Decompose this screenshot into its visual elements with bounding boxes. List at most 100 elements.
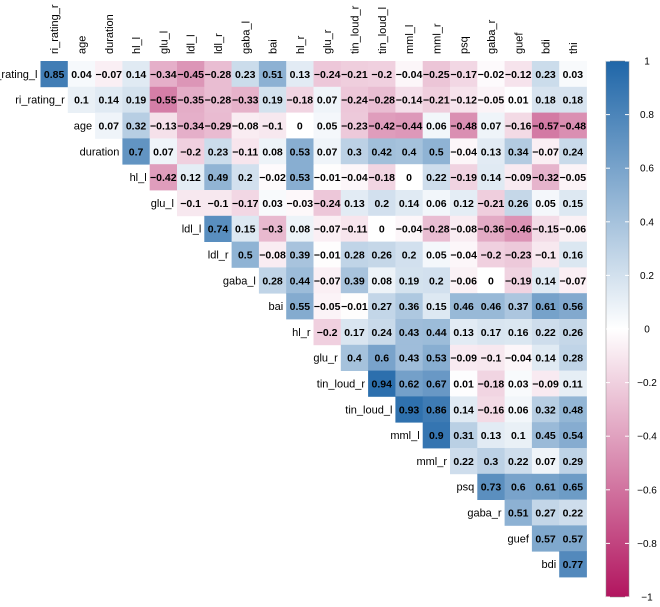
cell-value-gaba_l-tin_loud_l: 0.08 bbox=[372, 275, 393, 287]
cell-hl_l-bai bbox=[258, 164, 287, 191]
cell-value-glu_l-ldl_l: −0.1 bbox=[180, 198, 201, 210]
cell-tin_loud_l-mml_l bbox=[395, 396, 424, 423]
col-label-gaba_l: gaba_l bbox=[240, 21, 252, 54]
cell-duration-bai bbox=[258, 138, 287, 165]
cell-value-gaba_l-hl_r: 0.44 bbox=[290, 275, 311, 287]
legend-ticks: 1 0.8 0.6 0.4 0.2 0 −0.2 −0.4 −0.6 −0.8 −1 bbox=[606, 57, 657, 604]
cell-tin_loud_l-gaba_r bbox=[477, 396, 505, 423]
col-label-mml_l: mml_l bbox=[404, 25, 416, 54]
cell-value-hl_r-thi: 0.26 bbox=[563, 327, 584, 339]
cell-gaba_l-guef bbox=[504, 267, 533, 294]
cell-value-ri_rating_r-ldl_r: −0.28 bbox=[205, 95, 232, 107]
cell-value-tin_loud_r-gaba_r: −0.18 bbox=[478, 379, 505, 391]
col-label-ldl_l: ldl_l bbox=[186, 34, 198, 54]
cell-value-tin_loud_r-thi: 0.11 bbox=[563, 379, 583, 391]
cell-age-duration bbox=[95, 112, 123, 139]
cell-value-ldl_l-glu_r: −0.07 bbox=[314, 224, 341, 236]
cell-bai-tin_loud_l bbox=[368, 293, 396, 320]
cell-value-ri_rating_r-thi: 0.18 bbox=[563, 95, 584, 107]
cell-value-ldl_r-guef: −0.23 bbox=[505, 250, 532, 262]
cell-value-bai-tin_loud_l: 0.27 bbox=[372, 301, 393, 313]
color-legend: 1 0.8 0.6 0.4 0.2 0 −0.2 −0.4 −0.6 −0.8 −1 bbox=[605, 57, 657, 604]
heatmap-cells: 0.85 0.04 −0.07 0.14 −0.34 −0.45 −0.28 0.23 0.51… bbox=[40, 61, 587, 578]
cell-value-ldl_l-mml_l: −0.04 bbox=[396, 224, 423, 236]
cell-value-glu_l-bai: 0.03 bbox=[262, 198, 283, 210]
legend-tick-label: 1 bbox=[644, 57, 650, 68]
row-label-age: age bbox=[74, 121, 92, 133]
cell-value-ri_rating_l-gaba_r: −0.02 bbox=[478, 69, 505, 81]
cell-age-hl_l bbox=[122, 112, 151, 139]
cell-age-gaba_l bbox=[231, 112, 260, 139]
cell-value-bai-guef: 0.37 bbox=[508, 301, 529, 313]
cell-age-hl_r bbox=[286, 112, 314, 139]
cell-value-guef-thi: 0.57 bbox=[563, 533, 584, 545]
cell-duration-gaba_r bbox=[477, 138, 505, 165]
cell-ldl_l-thi bbox=[559, 215, 587, 242]
cell-value-age-bai: −0.1 bbox=[262, 121, 283, 133]
cell-value-ldl_l-hl_r: 0.08 bbox=[290, 224, 311, 236]
cell-value-ri_rating_r-gaba_r: −0.05 bbox=[478, 95, 505, 107]
cell-value-ri_rating_l-bdi: 0.23 bbox=[535, 69, 556, 81]
row-label-bdi: bdi bbox=[542, 559, 557, 571]
cell-glu_l-mml_l bbox=[395, 190, 424, 217]
cell-value-duration-bdi: −0.07 bbox=[532, 146, 559, 158]
cell-value-psq-gaba_r: 0.73 bbox=[481, 482, 502, 494]
cell-value-duration-glu_l: 0.07 bbox=[153, 146, 174, 158]
cell-value-ldl_r-mml_r: 0.05 bbox=[426, 250, 447, 262]
cell-ldl_l-tin_loud_r bbox=[340, 215, 369, 242]
cell-value-gaba_l-mml_l: 0.19 bbox=[399, 275, 420, 287]
cell-value-hl_l-glu_r: −0.01 bbox=[314, 172, 341, 184]
cell-hl_l-mml_r bbox=[422, 164, 451, 191]
cell-ri_rating_l-ldl_r bbox=[204, 61, 232, 88]
cell-ri_rating_l-ldl_l bbox=[177, 61, 205, 88]
cell-glu_r-mml_l bbox=[395, 344, 424, 371]
cell-ri_rating_l-guef bbox=[504, 61, 533, 88]
cell-age-mml_r bbox=[422, 112, 451, 139]
col-label-thi: thi bbox=[568, 42, 580, 54]
cell-gaba_l-bdi bbox=[531, 267, 560, 294]
cell-value-age-guef: −0.16 bbox=[505, 121, 532, 133]
cell-value-duration-guef: 0.34 bbox=[508, 146, 529, 158]
cell-ri_rating_r-tin_loud_r bbox=[340, 86, 369, 113]
cell-value-gaba_r-guef: 0.51 bbox=[508, 508, 529, 520]
cell-duration-psq bbox=[450, 138, 478, 165]
cell-gaba_l-glu_r bbox=[313, 267, 342, 294]
cell-mml_r-gaba_r bbox=[477, 448, 505, 475]
cell-value-hl_r-bdi: 0.22 bbox=[535, 327, 556, 339]
cell-value-hl_l-mml_r: 0.22 bbox=[426, 172, 447, 184]
cell-value-gaba_r-thi: 0.22 bbox=[563, 508, 584, 520]
row-label-gaba_r: gaba_r bbox=[467, 508, 502, 520]
cell-value-mml_r-thi: 0.29 bbox=[563, 456, 584, 468]
cell-hl_r-mml_r bbox=[422, 319, 451, 346]
cell-bai-glu_r bbox=[313, 293, 342, 320]
cell-value-bai-gaba_r: 0.46 bbox=[481, 301, 502, 313]
cell-value-ri_rating_l-hl_r: 0.13 bbox=[290, 69, 311, 81]
cell-ri_rating_r-hl_r bbox=[286, 86, 314, 113]
cell-value-age-psq: −0.48 bbox=[450, 121, 477, 133]
cell-glu_r-thi bbox=[559, 344, 587, 371]
cell-hl_r-mml_l bbox=[395, 319, 424, 346]
cell-glu_l-bai bbox=[258, 190, 287, 217]
cell-gaba_l-tin_loud_l bbox=[368, 267, 396, 294]
cell-bai-guef bbox=[504, 293, 533, 320]
cell-bdi-thi bbox=[559, 551, 587, 578]
cell-hl_l-hl_r bbox=[286, 164, 314, 191]
cell-mml_l-psq bbox=[450, 422, 478, 449]
cell-mml_r-guef bbox=[504, 448, 533, 475]
cell-value-glu_l-bdi: 0.05 bbox=[535, 198, 556, 210]
cell-ldl_r-mml_l bbox=[395, 241, 424, 268]
cell-value-ldl_l-gaba_r: −0.36 bbox=[478, 224, 505, 236]
cell-ri_rating_l-bai bbox=[258, 61, 287, 88]
cell-value-ri_rating_l-mml_l: −0.04 bbox=[396, 69, 423, 81]
cell-age-guef bbox=[504, 112, 533, 139]
cell-value-duration-psq: −0.04 bbox=[450, 146, 477, 158]
cell-ldl_r-guef bbox=[504, 241, 533, 268]
cell-value-hl_l-psq: −0.19 bbox=[450, 172, 477, 184]
cell-hl_r-psq bbox=[450, 319, 478, 346]
cell-gaba_l-hl_r bbox=[286, 267, 314, 294]
cell-value-age-mml_r: 0.06 bbox=[426, 121, 447, 133]
cell-ldl_r-hl_r bbox=[286, 241, 314, 268]
cell-value-ri_rating_l-psq: −0.17 bbox=[450, 69, 477, 81]
cell-ldl_r-tin_loud_r bbox=[340, 241, 369, 268]
